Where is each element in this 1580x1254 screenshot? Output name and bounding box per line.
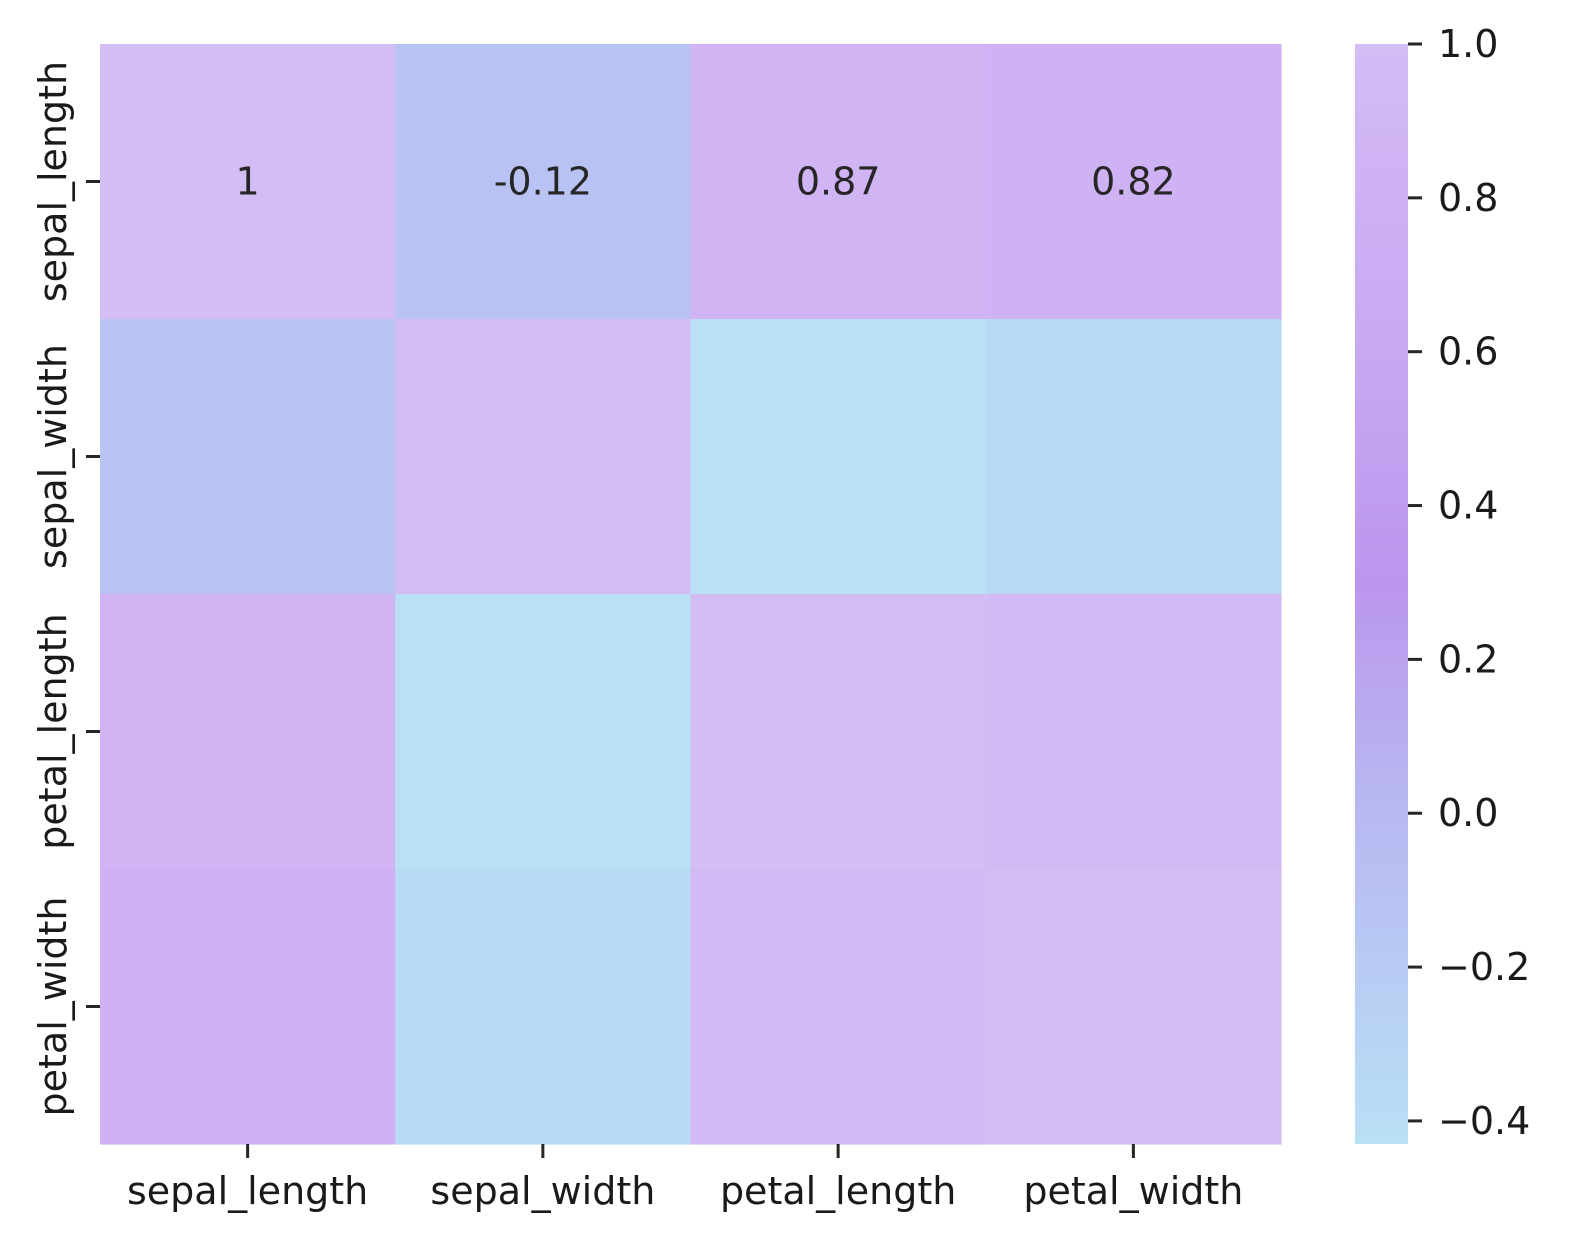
cell-annotation: 0.87 <box>796 160 881 204</box>
heatmap-cell-petal_width-sepal_length <box>100 869 396 1145</box>
heatmap-cell-sepal_width-sepal_width <box>395 319 692 595</box>
colorbar-tick-label: 0.8 <box>1438 176 1498 220</box>
x-tick-label: sepal_length <box>127 1169 368 1213</box>
colorbar-tick-label: 0.6 <box>1438 330 1498 374</box>
colorbar-tick-label: −0.4 <box>1438 1099 1530 1143</box>
heatmap-cell-petal_width-sepal_width <box>395 869 692 1145</box>
heatmap-cell-petal_width-petal_length <box>690 869 987 1145</box>
heatmap-cell-petal_width-petal_width <box>985 869 1282 1145</box>
cell-annotations: 1 -0.12 0.87 0.82 <box>236 160 1176 204</box>
heatmap-cell-sepal_width-petal_length <box>690 319 987 595</box>
x-tick-label: sepal_width <box>430 1169 655 1213</box>
x-tick-label: petal_width <box>1023 1169 1243 1213</box>
heatmap-cell-sepal_length-petal_length <box>690 44 987 320</box>
heatmap-cell-sepal_width-petal_width <box>985 319 1282 595</box>
y-tick-label: sepal_width <box>31 344 75 569</box>
x-tick-label: petal_length <box>720 1169 956 1213</box>
heatmap-cell-sepal_length-petal_width <box>985 44 1282 320</box>
colorbar-tick-label: −0.2 <box>1438 945 1530 989</box>
heatmap-cell-petal_length-sepal_width <box>395 594 692 870</box>
heatmap-cell-sepal_length-sepal_length <box>100 44 396 320</box>
y-tick-label: sepal_length <box>31 61 75 302</box>
colorbar-gradient <box>1355 44 1408 1144</box>
colorbar-tick-label: 0.4 <box>1438 484 1498 528</box>
colorbar: 1.0 0.8 0.6 0.4 0.2 0.0 −0.2 −0.4 <box>1355 22 1530 1144</box>
heatmap-cell-sepal_width-sepal_length <box>100 319 396 595</box>
heatmap-cell-petal_length-sepal_length <box>100 594 396 870</box>
x-axis: sepal_length sepal_width petal_length petal… <box>127 1144 1243 1213</box>
heatmap-cell-sepal_length-sepal_width <box>395 44 692 320</box>
y-axis: sepal_length sepal_width petal_lengthpetal… <box>31 61 100 1117</box>
heatmap-cell-petal_length-petal_length <box>690 594 987 870</box>
colorbar-tick-label: 0.2 <box>1438 637 1498 681</box>
y-tick-label: petal_width <box>31 897 75 1117</box>
colorbar-tick-label: 1.0 <box>1438 22 1498 66</box>
colorbar-tick-label: 0.0 <box>1438 791 1498 835</box>
cell-annotation: 1 <box>236 160 260 204</box>
cell-annotation: 0.82 <box>1091 160 1176 204</box>
cell-annotation: -0.12 <box>494 160 592 204</box>
heatmap-cell-petal_length-petal_width <box>985 594 1282 870</box>
heatmap-cells <box>100 44 1282 1145</box>
y-tick-label: petal_length <box>31 613 75 849</box>
